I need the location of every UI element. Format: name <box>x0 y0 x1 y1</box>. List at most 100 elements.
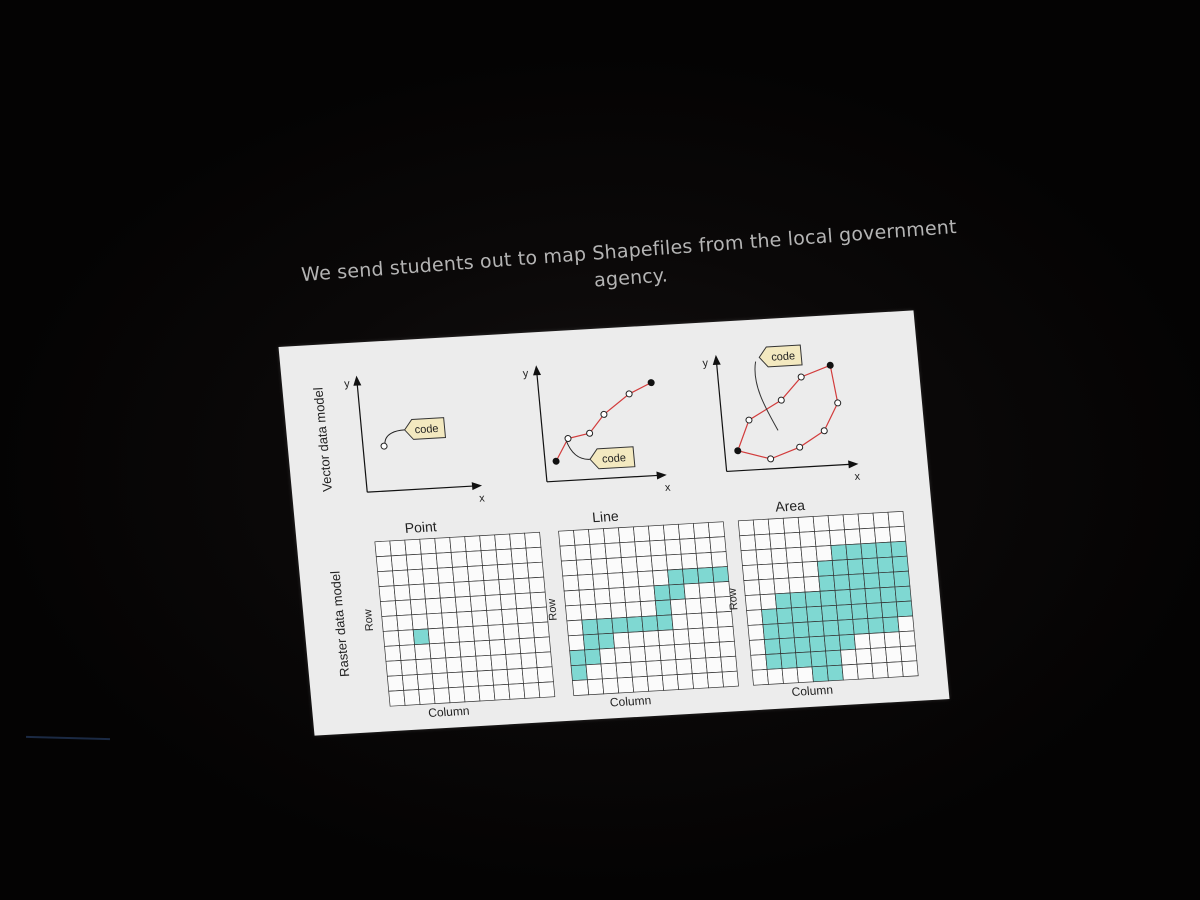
raster-cell <box>490 654 508 671</box>
raster-cell <box>498 578 516 596</box>
code-tag-shape <box>403 417 447 440</box>
raster-cell <box>672 628 690 646</box>
raster-cell-filled <box>846 558 864 575</box>
raster-cell <box>872 511 890 529</box>
raster-cell <box>448 686 466 704</box>
raster-cell <box>460 655 478 673</box>
x-axis-label: x <box>854 471 861 483</box>
raster-cell <box>456 610 474 628</box>
raster-cell-filled <box>875 541 893 559</box>
raster-row-label-line: Row <box>546 598 560 621</box>
raster-cell <box>766 668 784 685</box>
raster-cell <box>558 529 576 547</box>
raster-cell <box>683 582 701 600</box>
line-feature <box>555 382 652 462</box>
raster-cell <box>399 644 417 661</box>
area-node <box>826 361 834 369</box>
raster-cell <box>705 656 723 674</box>
raster-cell <box>739 534 757 552</box>
raster-cell <box>803 575 821 593</box>
raster-cell <box>419 537 437 555</box>
code-tag-label: code <box>771 350 796 363</box>
raster-cell <box>377 570 395 588</box>
raster-cell <box>699 596 718 614</box>
raster-cell <box>512 562 530 580</box>
raster-cell <box>478 684 496 702</box>
raster-cell <box>409 598 428 616</box>
raster-cell <box>465 550 483 567</box>
raster-cell <box>657 629 675 646</box>
raster-cell <box>719 640 737 658</box>
raster-cell-filled <box>762 623 780 640</box>
raster-cell <box>871 662 889 679</box>
x-axis-line <box>546 474 660 483</box>
raster-cell <box>827 514 845 531</box>
raster-cell <box>706 671 724 689</box>
raster-cell <box>737 519 755 537</box>
raster-cell <box>634 540 652 558</box>
raster-cell <box>800 546 818 563</box>
raster-cell <box>438 581 456 599</box>
raster-cell <box>797 516 815 533</box>
raster-cell-filled <box>891 555 909 573</box>
raster-cell-filled <box>863 572 881 590</box>
raster-cell <box>439 596 458 614</box>
raster-cell <box>646 675 665 692</box>
raster-cell <box>801 560 820 578</box>
y-axis-line <box>715 361 728 472</box>
raster-cell-filled <box>876 556 894 574</box>
raster-cell-filled <box>668 583 686 601</box>
raster-cell <box>475 654 493 672</box>
raster-cell <box>883 631 901 648</box>
raster-cell <box>453 581 471 598</box>
raster-cell <box>389 539 407 557</box>
area-vertex <box>745 416 753 424</box>
x-axis-arrow <box>656 471 667 480</box>
raster-cell-filled <box>765 653 783 670</box>
raster-cell <box>592 573 610 590</box>
raster-column-label-point: Column <box>428 704 471 720</box>
raster-cell <box>637 570 655 588</box>
raster-cell <box>767 517 785 535</box>
raster-cell <box>759 593 777 611</box>
raster-cell <box>514 592 532 610</box>
raster-cell-filled <box>778 637 797 654</box>
raster-cell <box>785 546 803 564</box>
raster-cell <box>416 673 435 690</box>
y-axis-arrow <box>533 365 542 376</box>
raster-cell-filled <box>879 586 897 604</box>
raster-cell <box>690 657 708 675</box>
raster-cell <box>886 661 904 678</box>
raster-cell-filled <box>795 651 813 669</box>
raster-cell <box>487 624 505 641</box>
raster-cell <box>403 689 421 706</box>
raster-cell-filled <box>848 573 866 590</box>
raster-cell <box>567 634 586 652</box>
raster-cell <box>435 552 453 569</box>
raster-point-grid <box>374 531 556 707</box>
raster-cell-filled <box>804 590 822 608</box>
raster-cell-filled <box>789 591 807 609</box>
x-axis-line <box>726 463 852 473</box>
raster-cell <box>633 525 651 543</box>
raster-cell <box>420 552 438 570</box>
raster-cell <box>754 533 772 551</box>
raster-cell <box>497 563 515 581</box>
raster-cell <box>885 646 903 663</box>
raster-cell-filled <box>808 635 826 653</box>
y-axis-arrow <box>353 375 362 386</box>
raster-cell <box>484 594 502 611</box>
raster-cell <box>610 602 628 619</box>
raster-cell <box>525 546 543 564</box>
raster-cell <box>758 578 776 596</box>
raster-cell-filled <box>864 587 882 604</box>
raster-cell <box>529 591 547 609</box>
raster-cell-filled <box>878 571 896 589</box>
raster-cell <box>815 545 833 562</box>
raster-cell <box>701 611 719 629</box>
area-vertex <box>797 373 805 381</box>
raster-cell <box>471 610 489 627</box>
line-vertex <box>586 429 594 437</box>
raster-cell <box>483 579 501 596</box>
